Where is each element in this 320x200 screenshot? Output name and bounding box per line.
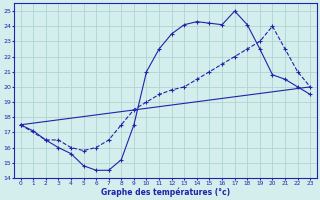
X-axis label: Graphe des températures (°c): Graphe des températures (°c) (101, 187, 230, 197)
